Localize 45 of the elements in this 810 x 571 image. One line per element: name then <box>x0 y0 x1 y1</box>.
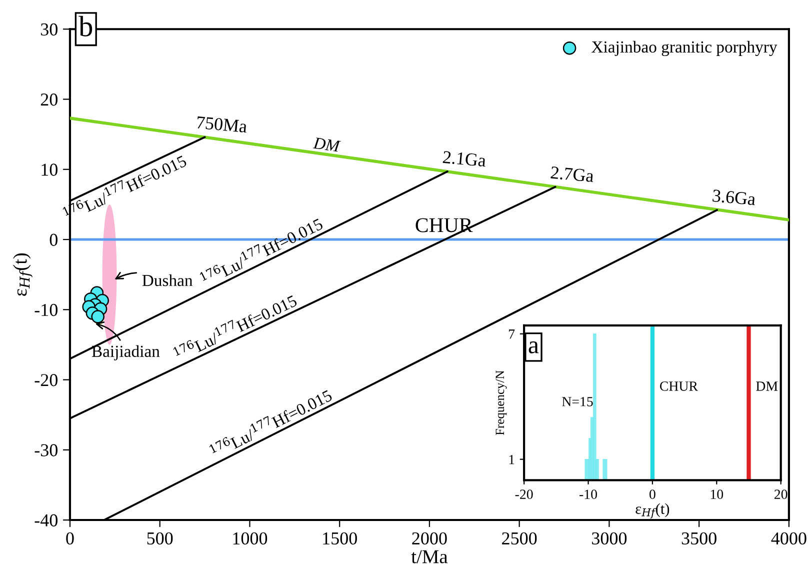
x-tick-label: 20 <box>774 490 788 500</box>
y-tick-label: -20 <box>34 374 58 386</box>
ref-line-label: CHUR <box>416 218 473 232</box>
legend-label: Xiajinbao granitic porphyry <box>592 40 778 56</box>
text: $^{176}$Lu/$^{177}$Hf=0.015 <box>199 214 324 287</box>
y-tick-label: -10 <box>34 304 58 316</box>
x-tick-label: 2500 <box>502 532 537 545</box>
x-tick-label: 1500 <box>323 532 357 545</box>
annotation: N=15 <box>562 397 593 406</box>
x-axis-title: t/Ma <box>411 550 448 564</box>
y-tick-label: 10 <box>42 164 58 176</box>
annotation: Dushan <box>142 274 193 286</box>
annotation: Baijiadian <box>92 345 160 360</box>
x-tick-label: 10 <box>710 490 724 500</box>
annotation: 2.1Ga <box>442 150 486 167</box>
ref-line-label: CHUR <box>660 382 698 391</box>
x-tick-label: 500 <box>147 532 173 545</box>
y-tick-label: -30 <box>34 444 58 456</box>
y-tick-label: 1 <box>509 454 514 464</box>
x-tick-label: 2000 <box>412 532 447 545</box>
annotation: 750Ma <box>196 116 248 133</box>
annotation: 2.7Ga <box>550 166 594 182</box>
x-tick-label: 3000 <box>592 532 627 545</box>
x-axis-title: ε$_{Hf}$(t) <box>636 503 670 518</box>
y-tick-label: 30 <box>40 23 58 36</box>
y-tick-label: -40 <box>34 514 58 526</box>
annotation: 3.6Ga <box>712 190 756 206</box>
y-tick-label: 0 <box>50 234 58 246</box>
x-tick-label: 0 <box>66 532 74 545</box>
chart-title: b <box>78 16 92 36</box>
point <box>91 310 104 324</box>
y-axis-title: ε$_{Hf}$(t) <box>13 253 32 296</box>
x-tick-label: 4000 <box>771 532 806 545</box>
x-tick-label: 3500 <box>682 532 716 545</box>
y-tick-label: 20 <box>40 94 58 106</box>
chart-title: a <box>528 341 539 354</box>
x-tick-label: -10 <box>580 490 597 500</box>
text: DM <box>312 137 341 152</box>
x-tick-label: 0 <box>650 490 656 500</box>
ref-line-label: DM <box>756 382 778 391</box>
x-tick-label: 1000 <box>233 532 268 545</box>
y-axis-title: Frequency/N <box>496 370 507 436</box>
y-tick-label: 7 <box>509 330 515 339</box>
text: $^{176}$Lu/$^{177}$Hf=0.015 <box>172 292 298 362</box>
text: $^{176}$Lu/$^{177}$Hf=0.015 <box>208 386 333 459</box>
